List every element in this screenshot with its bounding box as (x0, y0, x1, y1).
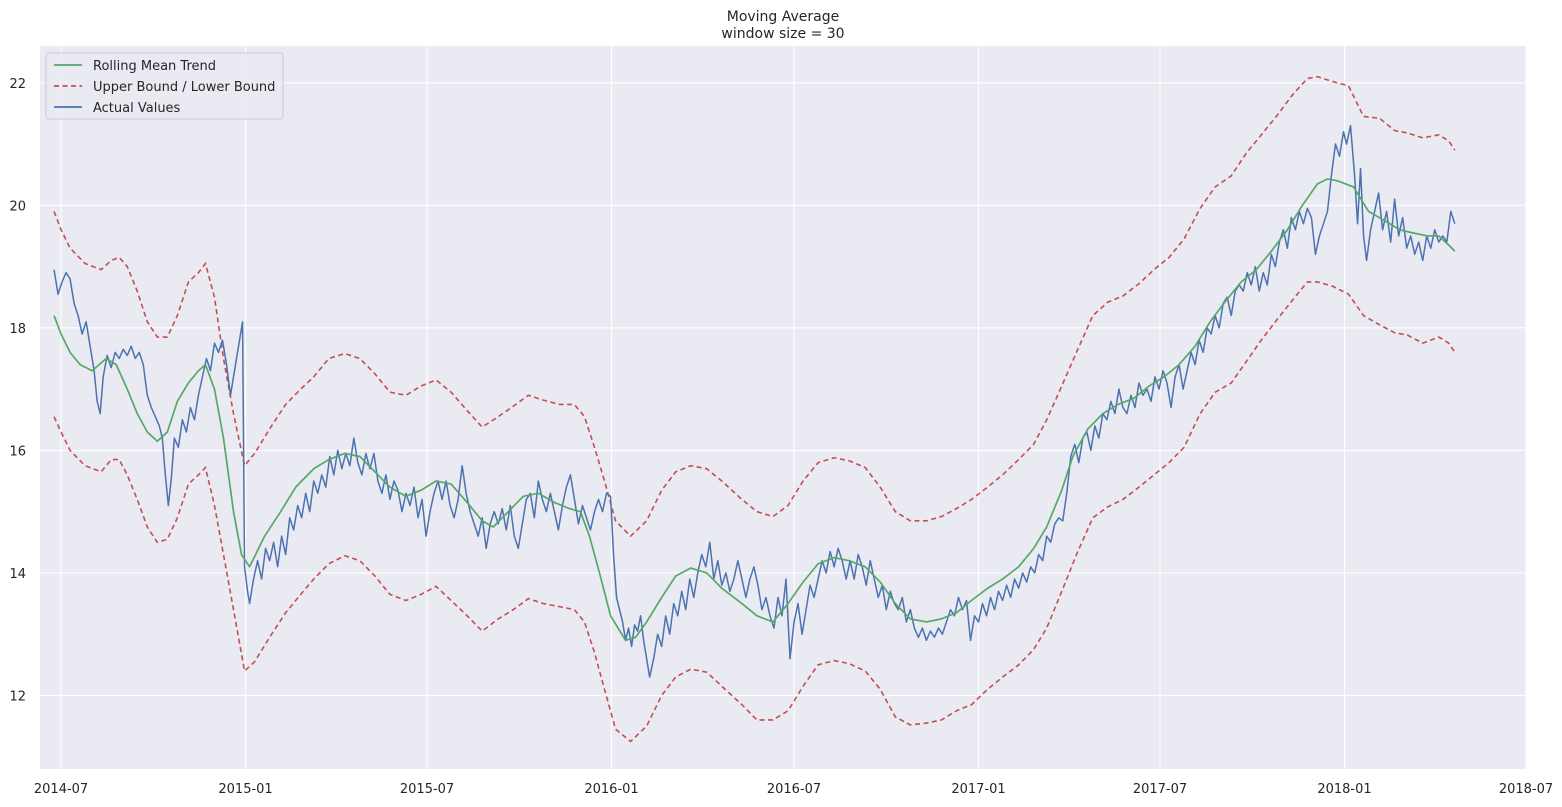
grid-lines (40, 46, 1527, 769)
x-tick-label: 2016-07 (767, 782, 821, 797)
legend-label-bounds: Upper Bound / Lower Bound (93, 80, 275, 95)
lower-bound-line (53, 281, 1456, 743)
x-tick-label: 2018-01 (1317, 782, 1371, 797)
chart-subtitle: window size = 30 (721, 26, 844, 42)
legend: Rolling Mean Trend Upper Bound / Lower B… (45, 52, 284, 120)
y-tick-label: 14 (9, 567, 26, 582)
actual-values-line (53, 124, 1456, 678)
x-tick-label: 2015-01 (218, 782, 272, 797)
x-tick-label: 2016-01 (584, 782, 638, 797)
legend-box (45, 52, 284, 120)
x-tick-label: 2018-07 (1499, 782, 1553, 797)
legend-label-rolling-mean: Rolling Mean Trend (93, 59, 216, 74)
y-tick-label: 20 (9, 199, 26, 214)
upper-bound-line (53, 75, 1456, 538)
rolling-mean-line (53, 178, 1456, 642)
legend-label-actual: Actual Values (93, 101, 181, 116)
axis-tick-labels: 2014-07 2015-01 2015-07 2016-01 2016-07 2017-… (9, 77, 1553, 797)
y-tick-label: 12 (9, 689, 26, 704)
series-lines (53, 75, 1456, 743)
y-tick-label: 22 (9, 77, 26, 92)
x-tick-label: 2017-01 (951, 782, 1005, 797)
y-tick-label: 16 (9, 444, 26, 459)
x-tick-label: 2015-07 (400, 782, 454, 797)
chart-title: Moving Average (727, 9, 840, 25)
x-tick-label: 2014-07 (34, 782, 88, 797)
plot-area (40, 46, 1526, 769)
x-tick-label: 2017-07 (1133, 782, 1187, 797)
y-tick-label: 18 (9, 322, 26, 337)
